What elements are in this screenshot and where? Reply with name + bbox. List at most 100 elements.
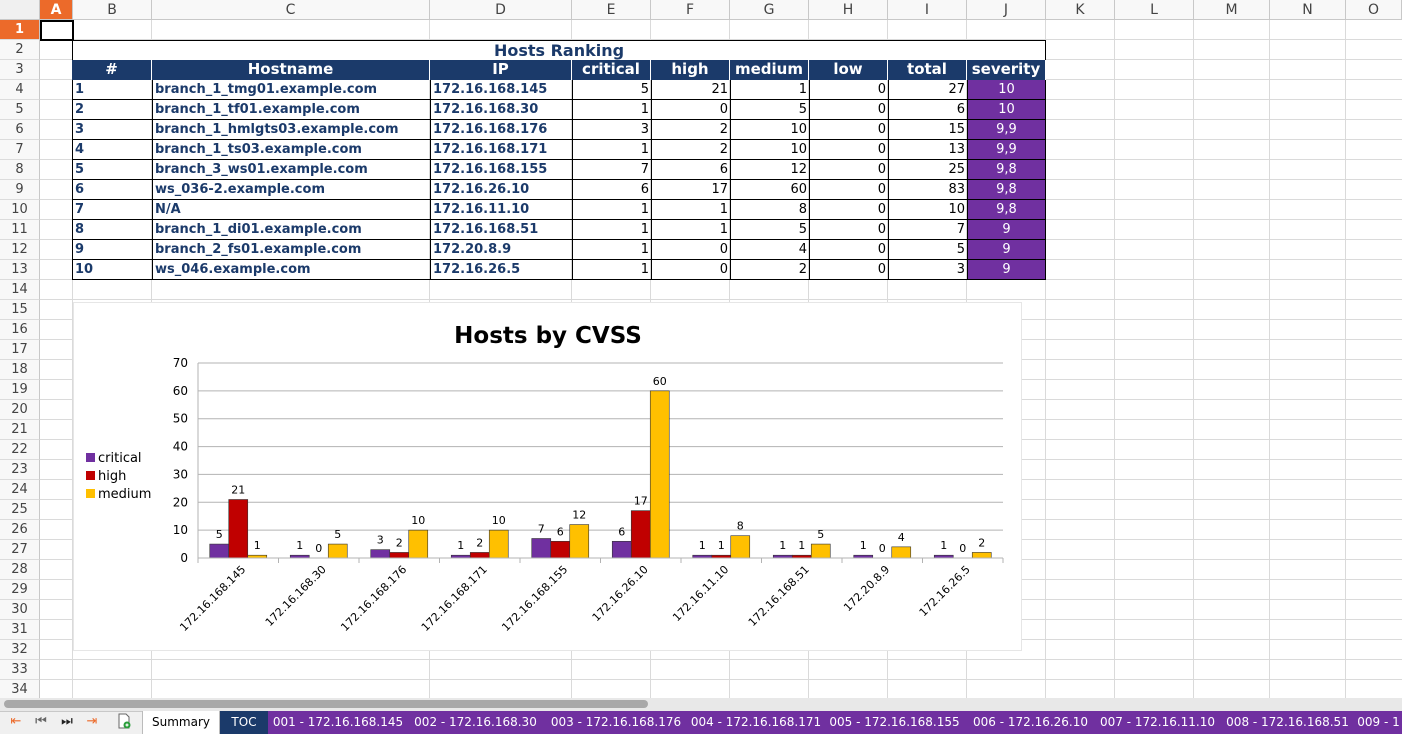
column-header-h[interactable]: H (809, 0, 888, 20)
cell-rank[interactable]: 4 (72, 140, 152, 160)
sheet-tab-11[interactable]: 009 - 1 (1355, 711, 1402, 734)
cell-total[interactable]: 13 (888, 140, 967, 160)
cell-rank[interactable]: 2 (72, 100, 152, 120)
cell-severity[interactable]: 9 (967, 260, 1046, 280)
cell-rank[interactable]: 10 (72, 260, 152, 280)
cell-critical[interactable]: 1 (572, 240, 651, 260)
cell-critical[interactable]: 5 (572, 80, 651, 100)
column-header-o[interactable]: O (1346, 0, 1402, 20)
cell-high[interactable]: 1 (651, 200, 730, 220)
cell-ip[interactable]: 172.16.168.30 (430, 100, 572, 120)
column-header-m[interactable]: M (1194, 0, 1270, 20)
row-header-18[interactable]: 18 (0, 360, 40, 380)
cell-rank[interactable]: 8 (72, 220, 152, 240)
next-sheet-icon[interactable]: ⏭ (61, 714, 73, 729)
row-header-25[interactable]: 25 (0, 500, 40, 520)
cell-medium[interactable]: 1 (730, 80, 809, 100)
row-header-27[interactable]: 27 (0, 540, 40, 560)
row-header-31[interactable]: 31 (0, 620, 40, 640)
add-sheet-icon[interactable] (114, 713, 134, 731)
cell-critical[interactable]: 1 (572, 140, 651, 160)
cell-rank[interactable]: 3 (72, 120, 152, 140)
cell-severity[interactable]: 9 (967, 240, 1046, 260)
cell-medium[interactable]: 4 (730, 240, 809, 260)
cell-hostname[interactable]: branch_3_ws01.example.com (152, 160, 430, 180)
column-header-a[interactable]: A (40, 0, 73, 20)
cell-critical[interactable]: 6 (572, 180, 651, 200)
column-header-f[interactable]: F (651, 0, 730, 20)
cell-ip[interactable]: 172.16.168.176 (430, 120, 572, 140)
cell-hostname[interactable]: branch_1_tf01.example.com (152, 100, 430, 120)
cell-high[interactable]: 0 (651, 260, 730, 280)
cell-severity[interactable]: 9,8 (967, 180, 1046, 200)
row-header-17[interactable]: 17 (0, 340, 40, 360)
row-header-24[interactable]: 24 (0, 480, 40, 500)
row-header-1[interactable]: 1 (0, 20, 40, 40)
row-header-11[interactable]: 11 (0, 220, 40, 240)
cell-low[interactable]: 0 (809, 100, 888, 120)
row-header-9[interactable]: 9 (0, 180, 40, 200)
cell-ip[interactable]: 172.16.26.5 (430, 260, 572, 280)
sheet-tab-1[interactable]: Summary (142, 711, 220, 734)
cell-medium[interactable]: 2 (730, 260, 809, 280)
sheet-tab-9[interactable]: 007 - 172.16.11.10 (1095, 711, 1220, 734)
sheet-tab-6[interactable]: 004 - 172.16.168.171 (689, 711, 823, 734)
cell-ip[interactable]: 172.16.11.10 (430, 200, 572, 220)
row-header-26[interactable]: 26 (0, 520, 40, 540)
column-header-i[interactable]: I (888, 0, 967, 20)
column-header-k[interactable]: K (1046, 0, 1115, 20)
cell-critical[interactable]: 1 (572, 220, 651, 240)
select-all-corner[interactable] (0, 0, 40, 20)
row-header-20[interactable]: 20 (0, 400, 40, 420)
cell-medium[interactable]: 10 (730, 120, 809, 140)
cell-critical[interactable]: 1 (572, 200, 651, 220)
cell-ip[interactable]: 172.16.168.171 (430, 140, 572, 160)
cell-low[interactable]: 0 (809, 200, 888, 220)
column-header-e[interactable]: E (572, 0, 651, 20)
cell-critical[interactable]: 1 (572, 100, 651, 120)
column-header-b[interactable]: B (73, 0, 152, 20)
cell-ip[interactable]: 172.20.8.9 (430, 240, 572, 260)
sheet-tab-10[interactable]: 008 - 172.16.168.51 (1220, 711, 1355, 734)
cell-severity[interactable]: 9 (967, 220, 1046, 240)
cell-low[interactable]: 0 (809, 160, 888, 180)
cell-severity[interactable]: 10 (967, 100, 1046, 120)
row-header-29[interactable]: 29 (0, 580, 40, 600)
cell-low[interactable]: 0 (809, 140, 888, 160)
cell-total[interactable]: 15 (888, 120, 967, 140)
sheet-tab-8[interactable]: 006 - 172.16.26.10 (966, 711, 1095, 734)
column-header-j[interactable]: J (967, 0, 1046, 20)
row-header-12[interactable]: 12 (0, 240, 40, 260)
row-header-32[interactable]: 32 (0, 640, 40, 660)
cell-severity[interactable]: 9,9 (967, 120, 1046, 140)
cell-total[interactable]: 6 (888, 100, 967, 120)
cell-rank[interactable]: 7 (72, 200, 152, 220)
row-header-2[interactable]: 2 (0, 40, 40, 60)
row-header-28[interactable]: 28 (0, 560, 40, 580)
cell-total[interactable]: 83 (888, 180, 967, 200)
cell-ip[interactable]: 172.16.168.51 (430, 220, 572, 240)
cell-low[interactable]: 0 (809, 240, 888, 260)
row-header-8[interactable]: 8 (0, 160, 40, 180)
cell-high[interactable]: 1 (651, 220, 730, 240)
cell-hostname[interactable]: branch_1_hmlgts03.example.com (152, 120, 430, 140)
row-header-19[interactable]: 19 (0, 380, 40, 400)
last-sheet-icon[interactable]: ⇥ (86, 714, 98, 729)
cell-hostname[interactable]: branch_2_fs01.example.com (152, 240, 430, 260)
cell-ip[interactable]: 172.16.168.155 (430, 160, 572, 180)
column-header-g[interactable]: G (730, 0, 809, 20)
active-cell-a1[interactable] (40, 20, 74, 41)
row-header-13[interactable]: 13 (0, 260, 40, 280)
row-header-34[interactable]: 34 (0, 680, 40, 700)
cell-total[interactable]: 27 (888, 80, 967, 100)
cell-medium[interactable]: 5 (730, 220, 809, 240)
sheet-tab-7[interactable]: 005 - 172.16.168.155 (823, 711, 966, 734)
cell-hostname[interactable]: ws_046.example.com (152, 260, 430, 280)
cell-low[interactable]: 0 (809, 220, 888, 240)
row-header-21[interactable]: 21 (0, 420, 40, 440)
prev-sheet-icon[interactable]: ⏮ (35, 714, 47, 729)
cell-high[interactable]: 0 (651, 240, 730, 260)
row-header-6[interactable]: 6 (0, 120, 40, 140)
cell-hostname[interactable]: branch_1_ts03.example.com (152, 140, 430, 160)
cell-medium[interactable]: 12 (730, 160, 809, 180)
